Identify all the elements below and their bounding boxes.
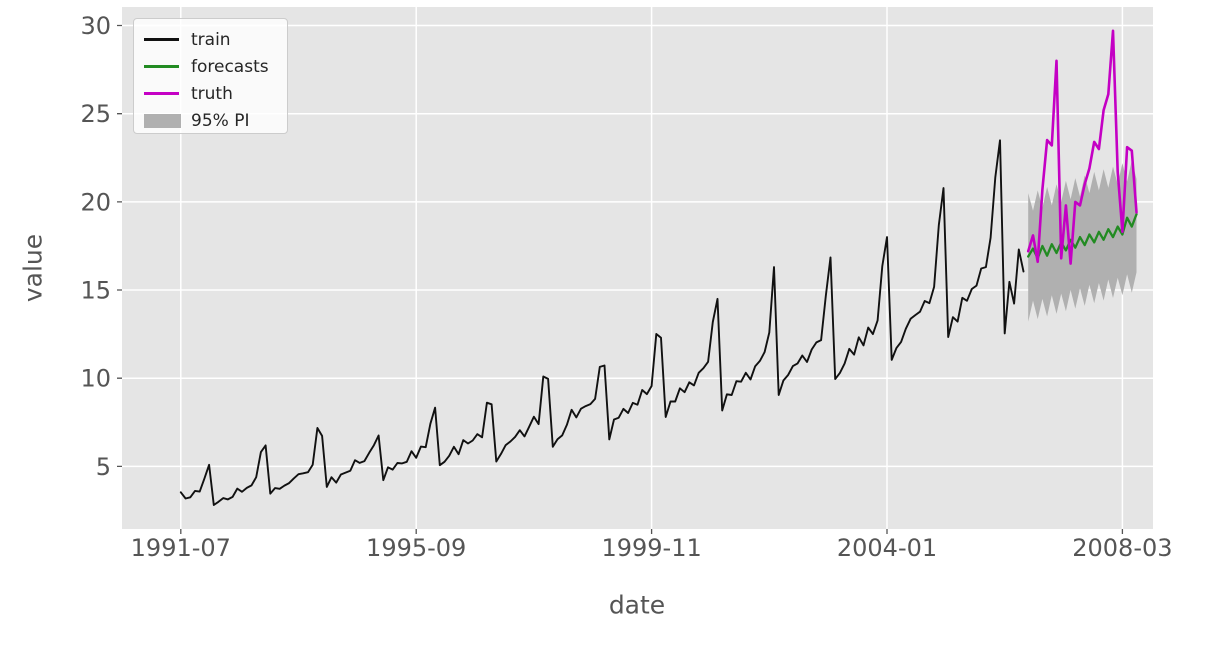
legend-label: train [191, 29, 231, 50]
legend-item-train: train [144, 26, 287, 53]
y-tick-label: 5 [96, 453, 111, 481]
gridlines [122, 7, 1153, 529]
pi-patch-swatch-icon [144, 113, 181, 128]
legend: train forecasts truth 95% PI [133, 18, 288, 134]
y-tick-label: 15 [80, 277, 111, 305]
x-tick-label: 1991-07 [131, 534, 231, 562]
forecasts-line-swatch-icon [144, 65, 179, 68]
x-tick-label: 2008-03 [1072, 534, 1172, 562]
x-tick-label: 1999-11 [601, 534, 701, 562]
legend-item-truth: truth [144, 80, 287, 107]
legend-label: forecasts [191, 56, 269, 77]
y-tick-label: 20 [80, 188, 111, 216]
legend-item-forecasts: forecasts [144, 53, 287, 80]
legend-item-95-pi: 95% PI [144, 107, 287, 134]
truth-line-swatch-icon [144, 92, 179, 95]
tick-marks [117, 24, 1124, 534]
y-tick-label: 25 [80, 100, 111, 128]
y-tick-label: 30 [80, 12, 111, 40]
x-tick-label: 1995-09 [366, 534, 466, 562]
x-tick-labels: 1991-07 1995-09 1999-11 2004-01 2008-03 [131, 534, 1173, 562]
x-tick-label: 2004-01 [837, 534, 937, 562]
legend-label: truth [191, 83, 233, 104]
y-tick-labels: 5 10 15 20 25 30 [80, 12, 111, 481]
forecast-line [1027, 213, 1138, 260]
truth-line [1026, 29, 1138, 265]
y-tick-label: 10 [80, 365, 111, 393]
x-axis-label: date [608, 590, 666, 620]
train-line [179, 139, 1025, 506]
legend-label: 95% PI [191, 110, 250, 131]
y-axis-label: value [18, 233, 48, 303]
train-line-swatch-icon [144, 38, 179, 41]
